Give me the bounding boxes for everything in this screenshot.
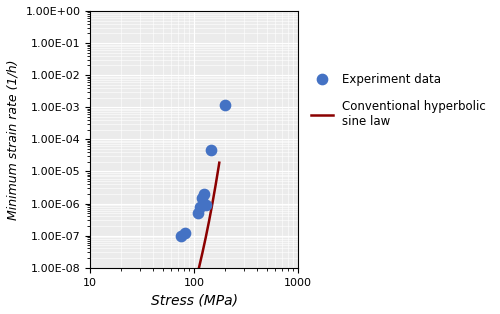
Line: Conventional hyperbolic
sine law: Conventional hyperbolic sine law <box>188 163 220 308</box>
Experiment data <box>181 230 189 236</box>
Conventional hyperbolic
sine law <box>210 200 216 203</box>
Conventional hyperbolic
sine law <box>186 306 192 310</box>
Experiment data <box>196 204 204 209</box>
Conventional hyperbolic
sine law <box>207 214 213 218</box>
Experiment data <box>202 203 210 208</box>
Legend: Experiment data, Conventional hyperbolic
sine law: Experiment data, Conventional hyperbolic… <box>308 70 490 132</box>
Conventional hyperbolic
sine law <box>200 247 206 251</box>
Y-axis label: Minimum strain rate (1/h): Minimum strain rate (1/h) <box>7 59 20 219</box>
Conventional hyperbolic
sine law <box>216 161 222 165</box>
Experiment data <box>194 211 202 216</box>
Experiment data <box>198 195 206 200</box>
X-axis label: Stress (MPa): Stress (MPa) <box>150 293 238 307</box>
Experiment data <box>207 148 215 153</box>
Experiment data <box>177 233 185 238</box>
Conventional hyperbolic
sine law <box>210 201 216 204</box>
Conventional hyperbolic
sine law <box>198 258 204 262</box>
Experiment data <box>222 102 230 107</box>
Conventional hyperbolic
sine law <box>190 288 196 292</box>
Experiment data <box>200 192 208 197</box>
